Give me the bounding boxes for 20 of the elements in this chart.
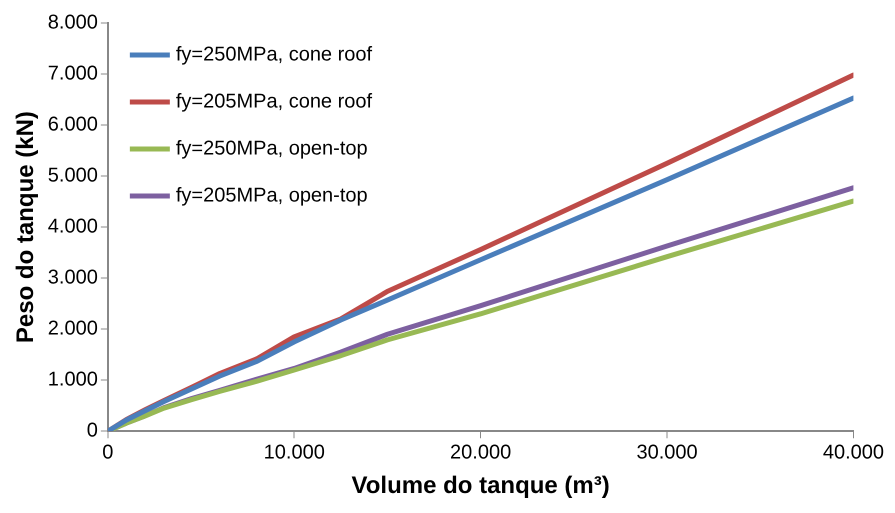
x-tick-label: 0 xyxy=(102,442,114,464)
x-axis-title: Volume do tanque (m³) xyxy=(352,472,610,500)
x-tick-label: 40.000 xyxy=(822,442,884,464)
legend-label: fy=250MPa, open-top xyxy=(176,138,368,160)
x-tick-label: 20.000 xyxy=(450,442,512,464)
x-tick-label: 10.000 xyxy=(264,442,325,464)
y-tick-label: 6.000 xyxy=(48,114,98,136)
x-tick-label: 30.000 xyxy=(636,442,698,464)
legend-label: fy=205MPa, cone roof xyxy=(176,90,373,113)
y-tick-label: 7.000 xyxy=(48,62,98,85)
y-tick-label: 2.000 xyxy=(48,318,98,340)
y-tick-label: 3.000 xyxy=(48,266,98,289)
y-tick-label: 0 xyxy=(86,420,98,442)
y-tick-label: 5.000 xyxy=(48,164,98,187)
y-tick-label: 4.000 xyxy=(48,216,98,238)
legend-label: fy=250MPa, cone roof xyxy=(176,44,373,66)
y-axis-title: Peso do tanque (kN) xyxy=(12,111,40,344)
y-tick-label: 1.000 xyxy=(48,368,98,391)
legend-label: fy=205MPa, open-top xyxy=(176,184,368,207)
y-tick-label: 8.000 xyxy=(48,12,98,34)
